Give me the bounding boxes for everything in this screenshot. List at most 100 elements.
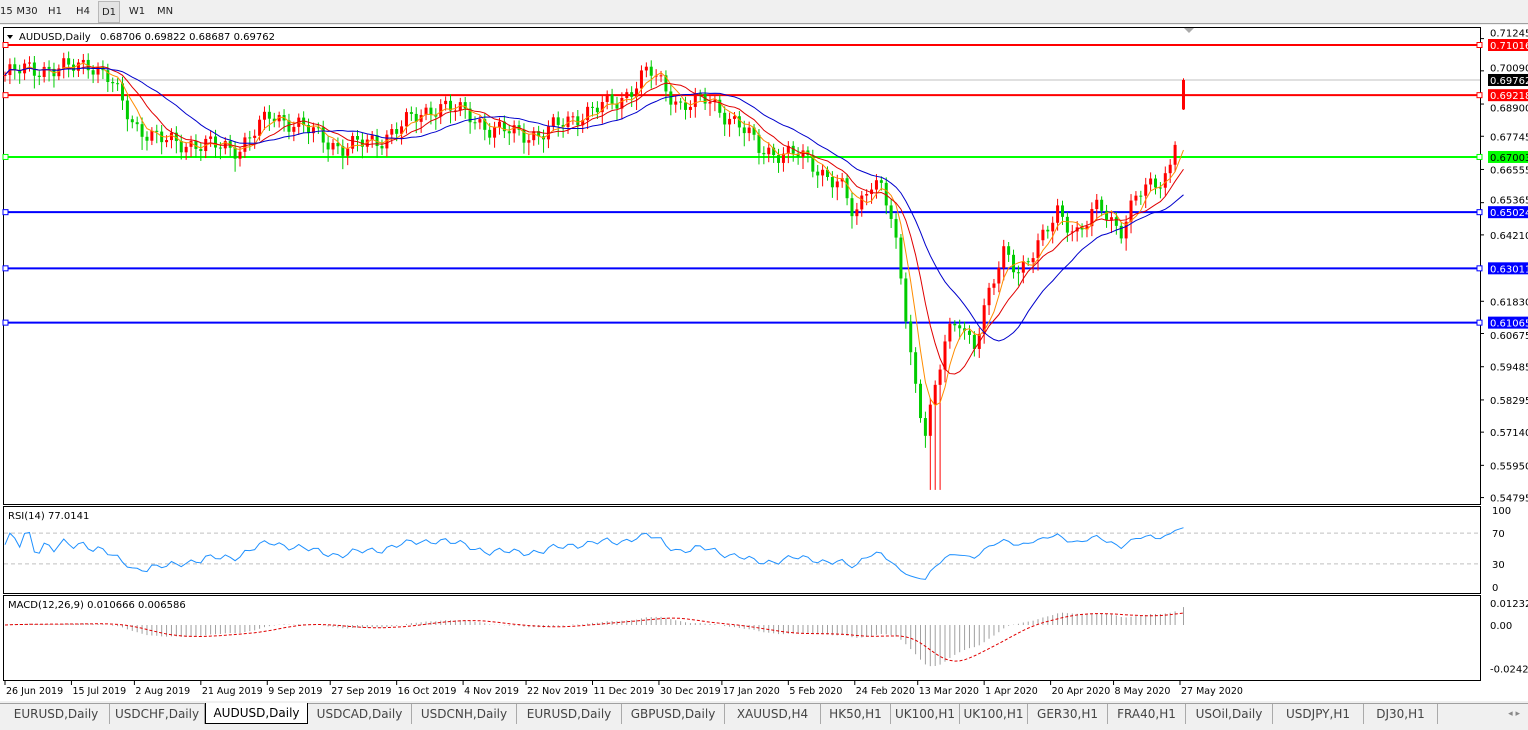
candle <box>708 95 712 116</box>
candle-body <box>111 81 115 84</box>
chart-tab[interactable]: UK100,H1 <box>960 704 1028 724</box>
candle-body <box>894 218 898 238</box>
timeframe-d1[interactable]: D1 <box>98 1 120 23</box>
candle-body <box>537 131 541 137</box>
rsi-panel-frame <box>3 506 1481 594</box>
macd-panel-frame <box>3 595 1481 681</box>
candle <box>18 64 22 84</box>
date-tick-label: 22 Nov 2019 <box>527 686 588 697</box>
candle-body <box>522 129 526 143</box>
candle-body <box>777 155 781 163</box>
candle-body <box>639 70 643 89</box>
candle <box>586 102 590 130</box>
candle-body <box>708 101 712 104</box>
candle <box>302 111 306 133</box>
chart-tab[interactable]: EURUSD,Daily <box>517 704 622 724</box>
chart-tab[interactable]: USOil,Daily <box>1186 704 1273 724</box>
candle-body <box>845 178 849 199</box>
candle-body <box>96 66 100 75</box>
chart-tab[interactable]: USDCAD,Daily <box>308 704 412 724</box>
candle <box>1149 172 1153 191</box>
candle <box>96 62 100 84</box>
candle-body <box>1021 261 1025 273</box>
candle <box>27 56 31 72</box>
timeframe-w1[interactable]: W1 <box>128 6 146 17</box>
chart-tab[interactable]: DJ30,H1 <box>1364 704 1438 724</box>
candle-body <box>439 104 443 117</box>
level-handle-right <box>1476 92 1483 99</box>
candle <box>204 135 208 159</box>
candle <box>3 71 7 82</box>
candle-body <box>1105 210 1109 220</box>
candle <box>409 106 413 121</box>
candle <box>630 86 634 107</box>
chart-tab[interactable]: AUDUSD,Daily <box>205 703 308 724</box>
candle <box>179 134 183 160</box>
candle-body <box>395 129 399 134</box>
tab-scroll-arrows[interactable]: ◂ ▸ <box>1508 709 1520 719</box>
candle-body <box>840 178 844 182</box>
candle-body <box>1134 195 1138 201</box>
candle-body <box>953 323 957 326</box>
candle-body <box>865 194 869 196</box>
candle-body <box>933 384 937 405</box>
chart-tab[interactable]: FRA40,H1 <box>1108 704 1186 724</box>
candle-body <box>718 99 722 113</box>
candle-body <box>698 93 702 95</box>
chart-tab[interactable]: USDCNH,Daily <box>412 704 517 724</box>
chart-window[interactable]: 0.71245 0.70090 0.68900 0.67745 0.66555 0.653… <box>0 25 1528 701</box>
candle <box>116 78 120 91</box>
candle-body <box>1046 229 1050 232</box>
candle-body <box>1163 173 1167 188</box>
candle-body <box>757 134 761 153</box>
candle-body <box>253 135 257 138</box>
candle-body <box>566 116 570 127</box>
candle-body <box>184 146 188 153</box>
candle-body <box>326 142 330 150</box>
candle-body <box>194 140 198 149</box>
candle-body <box>47 66 51 69</box>
candle-body <box>610 94 614 104</box>
candle-body <box>258 119 262 136</box>
candle-body <box>507 131 511 134</box>
candle-body <box>243 137 247 152</box>
candle-body <box>679 101 683 103</box>
chart-tab[interactable]: HK50,H1 <box>821 704 891 724</box>
candle-body <box>556 117 560 125</box>
date-tick-label: 21 Aug 2019 <box>202 686 263 697</box>
candle <box>1046 225 1050 239</box>
candle <box>1114 212 1118 235</box>
chart-tab[interactable]: EURUSD,Daily <box>3 704 110 724</box>
timeframe-15[interactable]: 15 <box>0 6 13 17</box>
candle-body <box>576 116 580 126</box>
candle <box>723 106 727 137</box>
candle-body <box>1158 187 1162 189</box>
price-tick-label: 0.68900 <box>1490 104 1528 115</box>
candle-body <box>850 198 854 217</box>
timeframe-mn[interactable]: MN <box>156 6 174 17</box>
chart-tab[interactable]: USDJPY,H1 <box>1273 704 1364 724</box>
candle-body <box>1095 199 1099 210</box>
candle <box>718 95 722 118</box>
candle-body <box>380 146 384 149</box>
candle <box>346 143 350 166</box>
candle-body <box>654 75 658 77</box>
candle <box>419 109 423 133</box>
chart-tab[interactable]: XAUUSD,H4 <box>725 704 821 724</box>
candle-body <box>590 106 594 108</box>
timeframe-m30[interactable]: M30 <box>16 6 38 17</box>
candle <box>512 120 516 143</box>
chart-tab[interactable]: GBPUSD,Daily <box>622 704 725 724</box>
candle <box>130 115 134 129</box>
candle-body <box>762 152 766 155</box>
timeframe-h4[interactable]: H4 <box>76 6 90 17</box>
candle <box>762 146 766 165</box>
chart-tab[interactable]: UK100,H1 <box>891 704 960 724</box>
timeframe-h1[interactable]: H1 <box>48 6 62 17</box>
candle-body <box>1031 258 1035 263</box>
chart-tab[interactable]: GER30,H1 <box>1028 704 1108 724</box>
candle-body <box>992 283 996 288</box>
chart-canvas[interactable]: 0.71245 0.70090 0.68900 0.67745 0.66555 0.653… <box>0 25 1528 701</box>
candle <box>42 62 46 83</box>
chart-tab[interactable]: USDCHF,Daily <box>110 704 205 724</box>
